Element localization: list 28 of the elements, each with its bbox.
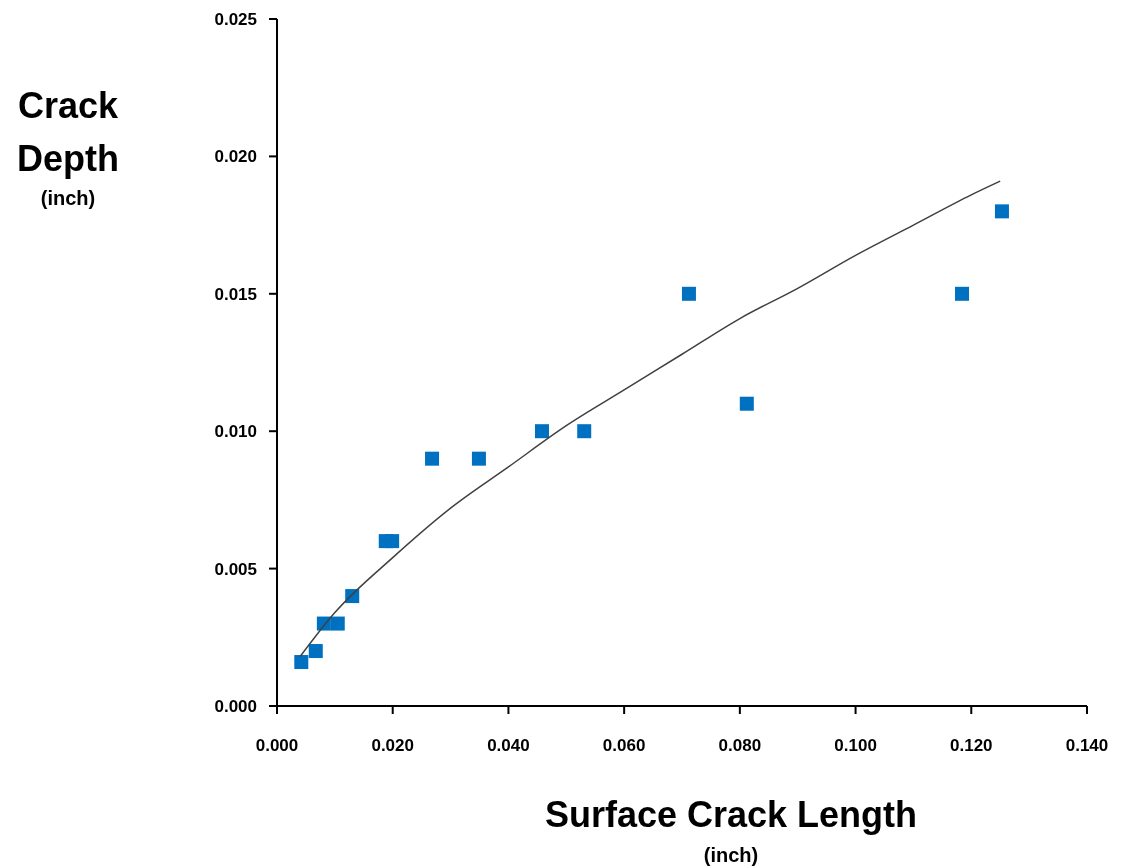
point (534, 424, 549, 439)
point (294, 655, 309, 670)
x-tick-label: 0.100 (834, 736, 877, 755)
y-axis-title: Crack Depth (inch) (17, 85, 120, 209)
x-tick-label: 0.000 (255, 736, 299, 755)
x-tick-label: 0.020 (371, 736, 414, 755)
point (385, 534, 400, 549)
point (994, 204, 1009, 219)
point (308, 644, 323, 659)
x-tick-label: 0.120 (950, 736, 993, 755)
y-tick-label: 0.010 (214, 422, 257, 442)
y-tick-label: 0.020 (214, 147, 257, 167)
point (955, 286, 970, 301)
y-tick-label: 0.000 (214, 696, 257, 716)
x-tick-label: 0.140 (1065, 736, 1109, 755)
y-tick-label: 0.025 (214, 9, 257, 29)
point (681, 286, 696, 301)
x-axis-title: Surface Crack Length (inch) (544, 794, 918, 866)
y-tick-label: 0.005 (214, 559, 257, 579)
x-tick-label: 0.060 (602, 736, 646, 755)
point (739, 396, 754, 411)
x-tick-label: 0.080 (718, 736, 762, 755)
point (425, 451, 440, 466)
point (471, 451, 486, 466)
point (577, 424, 592, 439)
y-tick-label: 0.015 (214, 284, 257, 304)
point (330, 616, 345, 631)
x-tick-label: 0.040 (487, 736, 530, 755)
